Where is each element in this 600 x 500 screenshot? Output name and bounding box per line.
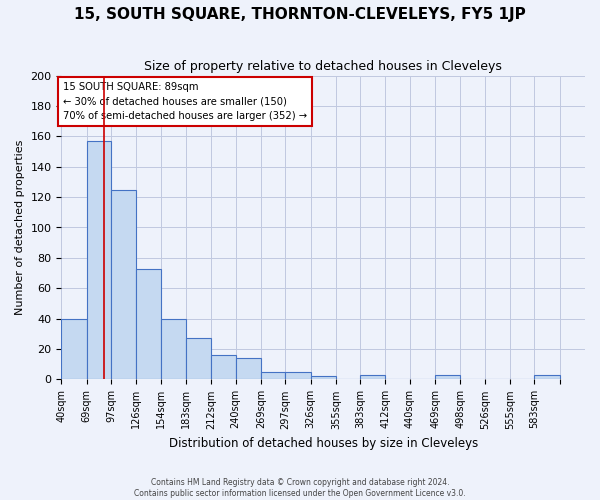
Bar [261,372,286,380]
Bar [161,318,186,380]
Bar [111,190,136,380]
Title: Size of property relative to detached houses in Cleveleys: Size of property relative to detached ho… [144,60,502,73]
Text: Contains HM Land Registry data © Crown copyright and database right 2024.
Contai: Contains HM Land Registry data © Crown c… [134,478,466,498]
Text: 15, SOUTH SQUARE, THORNTON-CLEVELEYS, FY5 1JP: 15, SOUTH SQUARE, THORNTON-CLEVELEYS, FY… [74,8,526,22]
Bar [360,375,385,380]
Bar [211,355,236,380]
Bar [435,375,460,380]
Y-axis label: Number of detached properties: Number of detached properties [15,140,25,315]
Bar [86,141,111,380]
Bar [186,338,211,380]
X-axis label: Distribution of detached houses by size in Cleveleys: Distribution of detached houses by size … [169,437,478,450]
Bar [61,318,86,380]
Bar [236,358,261,380]
Bar [535,375,560,380]
Text: 15 SOUTH SQUARE: 89sqm
← 30% of detached houses are smaller (150)
70% of semi-de: 15 SOUTH SQUARE: 89sqm ← 30% of detached… [63,82,307,121]
Bar [136,268,161,380]
Bar [311,376,336,380]
Bar [286,372,311,380]
